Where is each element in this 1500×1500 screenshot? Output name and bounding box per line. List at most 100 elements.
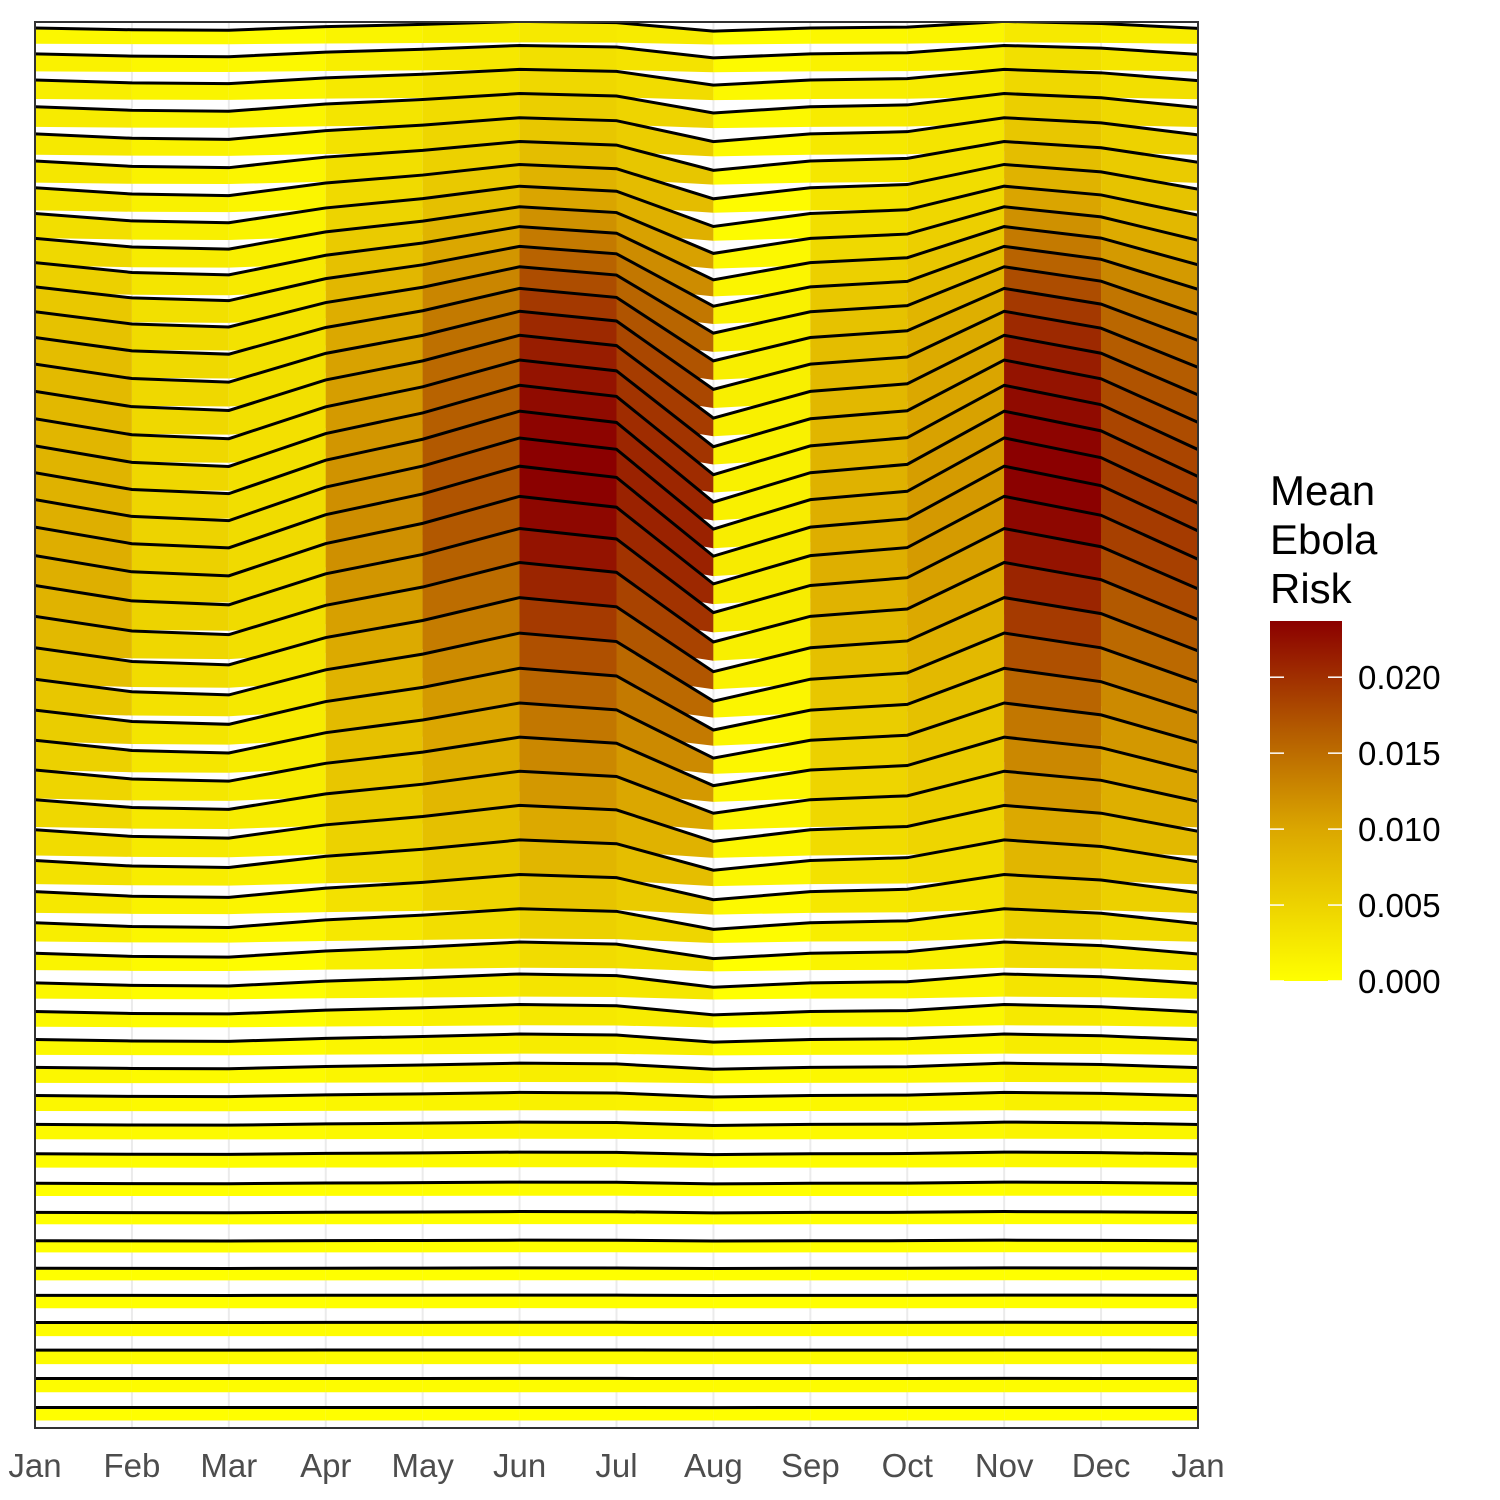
ridge-segment [325,1007,423,1027]
ridge-segment [810,1183,908,1196]
ridge-segment [228,1268,326,1281]
ridge-segment [131,1125,229,1140]
x-axis: Jan Feb Mar Apr May Jun Jul Aug Sep Oct Nov Dec Jan [8,1447,1224,1484]
ridge-segment [810,889,908,913]
ridge-segment [228,1183,326,1197]
ridge-segment [131,246,229,268]
ridge-segment [519,1211,617,1225]
ridge-segment [35,161,132,184]
ridge-series-45 [35,1266,1198,1281]
ridge-segment [1004,93,1102,125]
ridge-segment [1101,1182,1198,1196]
ridge-segment [131,272,229,296]
ridge-segment [325,74,423,99]
ridge-segment [1004,1122,1102,1139]
ridge-segment [519,69,617,98]
ridge-segment [131,600,229,631]
ridge-segment [1004,45,1102,71]
ridge-segment [810,826,908,856]
ridge-segment [1101,780,1198,828]
ridge-segment [1101,1407,1198,1421]
ridge-segment [907,1152,1005,1168]
ridge-segment [325,1211,423,1225]
ridge-segment [1004,69,1102,98]
ridge-segment [907,1034,1005,1055]
ridge-segment [325,150,423,182]
ridge-series-34 [35,940,1198,972]
ridge-segment [713,1124,811,1140]
ridge-segment [228,207,326,240]
ridge-line [35,333,1198,420]
ridge-segment [713,799,811,830]
ridge-segment [35,1067,132,1084]
ridge-segment [35,1240,132,1253]
ridge-segment [810,857,908,885]
ridge-segment [1004,1004,1102,1026]
ridge-segment [228,1350,326,1365]
ridge-segment [616,1349,714,1365]
ridge-segment [713,585,811,633]
ridge-segment [131,543,229,575]
ridge-segment [907,942,1005,970]
ridge-segment [907,874,1005,913]
legend-tick-label: 0.000 [1358,963,1441,1000]
ridge-segment [228,1407,326,1421]
ridge-series-5 [35,116,1198,157]
ridge-segment [131,926,229,943]
ridge-segment [422,22,520,44]
ridge-segment [519,1407,617,1421]
x-tick-label: Jan [8,1447,61,1484]
ridge-segment [1004,973,1102,998]
ridge-segment [131,1407,229,1421]
ridge-segment [35,860,132,886]
ridge-segment [228,732,326,773]
ridge-segment [810,1153,908,1168]
ridge-segment [810,1378,908,1393]
ridge-segment [131,56,229,72]
ridge-segment [131,956,229,971]
ridge-segment [325,1036,423,1055]
ridge-segment [35,106,132,128]
ridge-line [35,907,1198,931]
ridge-line [35,596,1198,674]
ridge-segment [325,882,423,913]
ridge-segment [1101,846,1198,885]
ridge-segment [325,1407,423,1421]
ridge-segment [131,985,229,1000]
ridge-segment [131,489,229,519]
ridge-line [35,560,1198,644]
ridge-segment [131,378,229,407]
ridge-series-49 [35,1376,1198,1393]
ridge-segment [713,1378,811,1393]
ridge-segment [131,194,229,213]
ridge-segment [616,877,714,915]
ridge-segment [35,1322,132,1337]
ridge-segment [616,1182,714,1197]
ridge-segment [519,1295,617,1309]
ridge-segment [35,647,132,687]
ridge-segment [1101,1211,1198,1225]
ridge-series-38 [35,1061,1198,1084]
ridge-segment [1101,913,1198,942]
ridge-segment [131,82,229,100]
ridge-segment [131,110,229,128]
ridge-segment [228,888,326,915]
ridge-segment [35,1124,132,1140]
x-tick-label: Aug [684,1447,743,1484]
ridge-segment [713,1295,811,1309]
ridge-segment [713,770,811,802]
ridge-segment [616,1152,714,1168]
ridge-segment [519,22,617,43]
ridge-segment [616,1211,714,1225]
ridge-segment [907,1122,1005,1140]
ridge-segment [1101,813,1198,856]
ridge-segment [519,908,617,940]
ridge-segment [35,1183,132,1197]
ridge-segment [131,1013,229,1028]
ridge-segment [422,1407,520,1421]
ridge-segment [616,911,714,943]
ridge-line [35,67,1198,87]
ridge-segment [810,104,908,127]
ridge-segment [1101,1268,1198,1281]
